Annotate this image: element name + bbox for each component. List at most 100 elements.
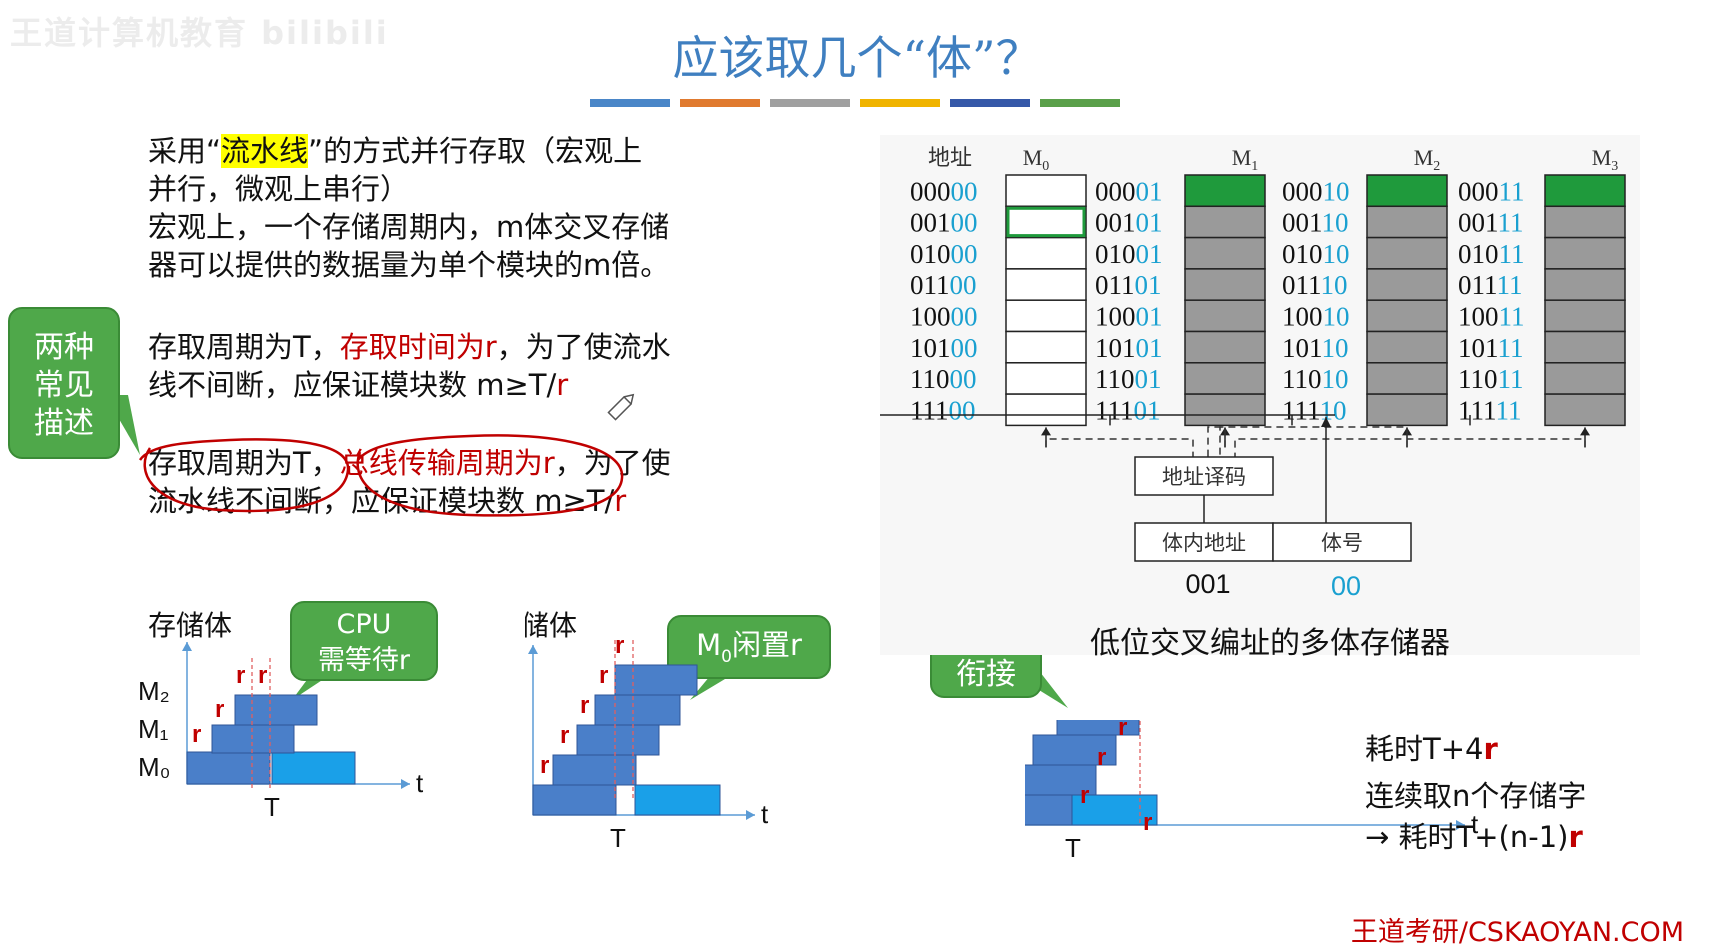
memory-cell-M1: [1185, 332, 1265, 363]
address-label: 00110: [1282, 208, 1349, 238]
r-mark: r: [599, 662, 608, 689]
memory-cell-M2: [1367, 363, 1447, 394]
address-label: 00111: [1458, 208, 1524, 238]
r-mark: r: [1097, 744, 1106, 771]
memory-cell-M2: [1367, 206, 1447, 237]
address-suffix: 01: [1136, 176, 1163, 206]
address-suffix: 01: [1135, 364, 1162, 394]
x-axis-arrow: [401, 779, 410, 789]
x-axis-label: t: [416, 768, 424, 798]
memory-cell-M0: [1006, 394, 1086, 425]
address-label: 01100: [910, 270, 977, 300]
memory-cell-M2: [1367, 332, 1447, 363]
address-suffix: 00: [951, 239, 978, 269]
address-label: 10101: [1095, 333, 1163, 363]
memory-cell-M1: [1185, 175, 1265, 206]
r-mark: r: [236, 662, 245, 689]
r-mark: r: [580, 692, 589, 719]
memory-cell-M1: [1185, 300, 1265, 331]
memory-cell-M0: [1006, 269, 1086, 300]
bank-number-label: 体号: [1321, 531, 1363, 555]
address-suffix: 01: [1136, 302, 1163, 332]
address-label: 11011: [1458, 364, 1524, 394]
diagram-caption: 低位交叉编址的多体存储器: [1090, 618, 1450, 662]
text: 衔接: [932, 656, 1040, 694]
access-bar: [577, 725, 659, 755]
memory-cell-M0: [1006, 332, 1086, 363]
text: → 耗时T+(n-1): [1365, 820, 1568, 854]
memory-cell-M3: [1545, 206, 1625, 237]
address-label: 10001: [1095, 302, 1163, 332]
address-suffix: 00: [951, 208, 978, 238]
note-time-n: → 耗时T+(n-1)r: [1365, 818, 1583, 856]
access-bar: [235, 695, 317, 725]
memory-cell-M2: [1367, 175, 1447, 206]
access-bar: [187, 752, 270, 784]
module-subscript: 3: [1611, 159, 1618, 174]
module-subscript: 2: [1433, 159, 1440, 174]
arrow-head: [1580, 427, 1590, 435]
access-bar: [553, 755, 636, 785]
inner-address-value: 001: [1185, 569, 1230, 599]
address-suffix: 10: [1320, 395, 1347, 425]
address-suffix: 11: [1497, 270, 1523, 300]
address-suffix: 00: [951, 302, 978, 332]
address-suffix: 00: [951, 333, 978, 363]
memory-cell-M1: [1185, 269, 1265, 300]
hand-circle-left: [140, 439, 348, 511]
module-name-M1: M1: [1232, 145, 1259, 174]
address-label: 01111: [1458, 270, 1523, 300]
address-label: 11101: [1095, 395, 1161, 425]
r-mark: r: [540, 752, 549, 779]
address-suffix: 10: [1321, 270, 1348, 300]
address-suffix: 11: [1496, 395, 1522, 425]
memory-cell-M3: [1545, 300, 1625, 331]
r-mark: r: [192, 721, 201, 748]
address-label: 10010: [1282, 302, 1350, 332]
address-suffix: 10: [1323, 176, 1350, 206]
memory-cell-M3: [1545, 238, 1625, 269]
address-suffix: 01: [1136, 333, 1163, 363]
access-bar: [272, 752, 355, 784]
r-mark: r: [1143, 809, 1152, 836]
module-label: M₀: [140, 752, 170, 782]
note-time-four: 耗时T+4r: [1365, 730, 1498, 768]
address-label: 01000: [910, 239, 978, 269]
callout-two-ways: 两种 常见 描述: [8, 307, 120, 459]
chart-ylabel: 存储体: [525, 609, 577, 642]
text: 描述: [10, 405, 118, 443]
memory-cell-M3: [1545, 175, 1625, 206]
address-suffix: 01: [1136, 208, 1163, 238]
memory-cell-M2: [1367, 238, 1447, 269]
r-mark: r: [1118, 720, 1127, 741]
y-axis-arrow: [182, 642, 192, 651]
address-label: 01010: [1282, 239, 1350, 269]
address-suffix: 10: [1322, 364, 1349, 394]
pencil-icon: [608, 391, 636, 419]
address-suffix: 01: [1134, 395, 1161, 425]
access-bar: [212, 725, 294, 753]
hand-circle-right: [358, 435, 622, 515]
r-mark: r: [615, 632, 624, 659]
address-suffix: 11: [1498, 333, 1524, 363]
address-label: 11111: [1458, 395, 1522, 425]
address-label: 00100: [910, 208, 978, 238]
address-suffix: 10: [1322, 333, 1349, 363]
note-n-words: 连续取n个存储字: [1365, 777, 1586, 815]
decoder-dashed-line: [1235, 439, 1585, 457]
memory-cell-M0: [1006, 238, 1086, 269]
address-suffix: 10: [1323, 239, 1350, 269]
text: 常见: [10, 367, 118, 405]
address-suffix: 11: [1499, 302, 1525, 332]
module-label: M₁: [140, 714, 169, 744]
memory-cell-M3: [1545, 332, 1625, 363]
module-subscript: 0: [1042, 159, 1049, 174]
address-label: 10100: [910, 333, 978, 363]
address-label: 10000: [910, 302, 978, 332]
address-label: 01101: [1095, 270, 1162, 300]
memory-cell-M1: [1185, 394, 1265, 425]
decoder-dashed-line: [1220, 427, 1407, 457]
address-suffix: 10: [1322, 208, 1349, 238]
memory-cell-M0: [1006, 206, 1086, 237]
memory-cell-M1: [1185, 363, 1265, 394]
